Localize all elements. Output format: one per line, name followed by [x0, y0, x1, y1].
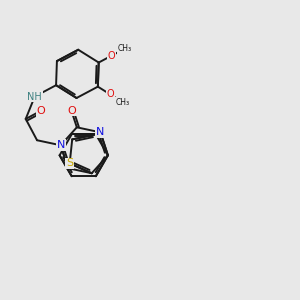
- Text: O: O: [67, 106, 76, 116]
- Text: O: O: [108, 51, 116, 61]
- Text: CH₃: CH₃: [118, 44, 132, 53]
- Text: CH₃: CH₃: [116, 98, 130, 107]
- Text: N: N: [56, 140, 65, 150]
- Text: O: O: [36, 106, 45, 116]
- Text: O: O: [106, 89, 114, 100]
- Text: N: N: [96, 127, 105, 137]
- Text: S: S: [66, 158, 73, 168]
- Text: NH: NH: [27, 92, 42, 101]
